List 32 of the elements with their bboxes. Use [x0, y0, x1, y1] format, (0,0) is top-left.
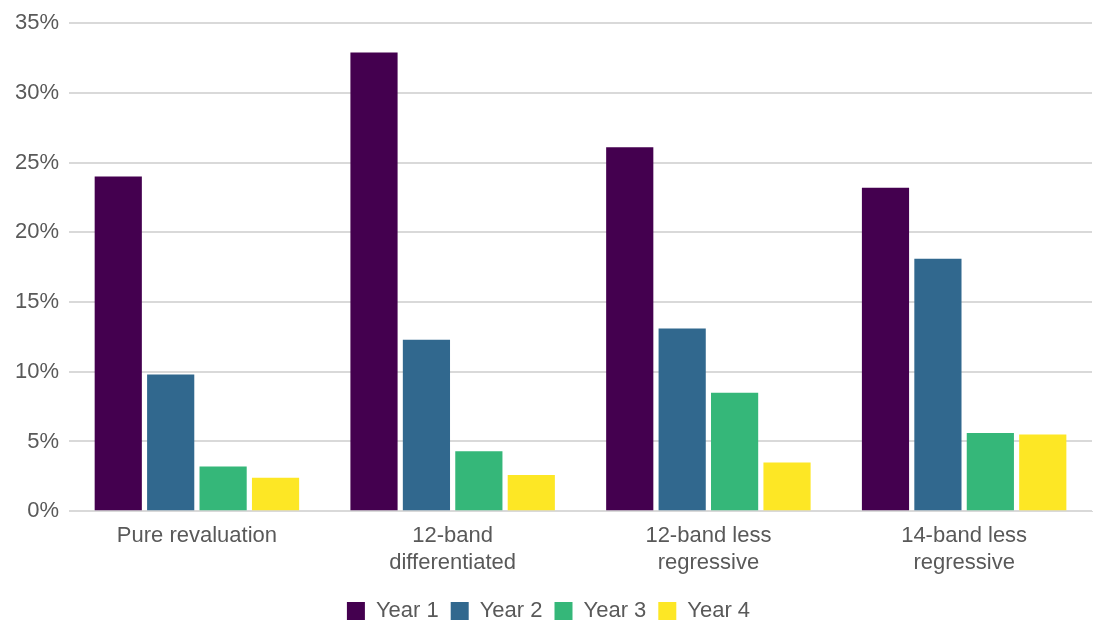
legend-label: Year 1 — [375, 597, 439, 623]
bar — [1019, 434, 1067, 511]
x-tick-label: 12-band less regressive — [645, 522, 772, 574]
bar — [861, 187, 910, 511]
y-tick-label: 25% — [14, 148, 60, 174]
y-tick-label: 15% — [14, 288, 60, 314]
x-tick-label: 14-band less regressive — [901, 522, 1028, 574]
bar — [763, 462, 811, 511]
bar — [711, 392, 759, 511]
bar — [658, 328, 706, 511]
bar — [455, 451, 503, 511]
y-tick-label: 5% — [27, 427, 60, 453]
legend-label: Year 4 — [687, 597, 751, 623]
bar — [507, 474, 555, 511]
bar — [251, 477, 300, 511]
y-tick-label: 35% — [14, 9, 60, 35]
bar — [350, 52, 398, 511]
y-tick-label: 20% — [14, 218, 60, 244]
bar — [199, 466, 247, 511]
x-tick-label: Pure revaluation — [116, 522, 278, 548]
x-tick-label: 12-band differentiated — [389, 522, 517, 574]
bar — [966, 433, 1014, 511]
bar — [402, 339, 451, 511]
legend-label: Year 2 — [479, 597, 543, 623]
legend-label: Year 3 — [583, 597, 647, 623]
y-tick-label: 0% — [27, 497, 60, 523]
bar — [94, 176, 142, 511]
bar — [606, 147, 654, 511]
y-tick-label: 10% — [14, 357, 60, 383]
bar — [914, 258, 962, 511]
bar — [147, 374, 195, 511]
y-tick-label: 30% — [14, 78, 60, 104]
